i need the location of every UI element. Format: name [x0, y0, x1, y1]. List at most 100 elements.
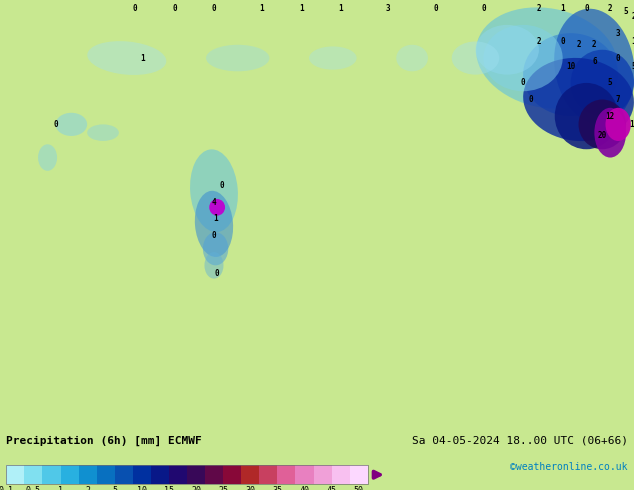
Text: 30: 30 — [245, 487, 256, 490]
Text: 5: 5 — [608, 78, 612, 87]
Bar — [295, 466, 313, 484]
Bar — [332, 466, 349, 484]
Text: 50: 50 — [354, 487, 364, 490]
Ellipse shape — [595, 108, 626, 158]
Bar — [187, 466, 205, 484]
Ellipse shape — [203, 232, 228, 266]
Text: 40: 40 — [299, 487, 309, 490]
Text: 0: 0 — [53, 120, 58, 129]
Text: 2: 2 — [631, 12, 634, 21]
Bar — [42, 466, 60, 484]
Ellipse shape — [554, 9, 634, 124]
Bar — [350, 466, 368, 484]
Ellipse shape — [309, 47, 356, 70]
Ellipse shape — [87, 124, 119, 141]
Bar — [6, 466, 24, 484]
Bar — [24, 466, 42, 484]
Text: 7: 7 — [616, 95, 621, 104]
Bar — [133, 466, 151, 484]
Text: 4: 4 — [212, 198, 216, 207]
Text: 5: 5 — [631, 62, 634, 71]
Ellipse shape — [38, 144, 57, 171]
Ellipse shape — [523, 58, 634, 141]
Ellipse shape — [87, 41, 166, 75]
Bar — [79, 466, 96, 484]
Ellipse shape — [451, 42, 500, 74]
Text: 20: 20 — [191, 487, 201, 490]
Text: 10: 10 — [566, 62, 575, 71]
Text: 1: 1 — [560, 4, 565, 13]
Text: 1: 1 — [213, 215, 218, 223]
Text: 1: 1 — [140, 53, 145, 63]
Ellipse shape — [396, 45, 428, 72]
Bar — [60, 466, 79, 484]
Text: 45: 45 — [327, 487, 337, 490]
Bar — [223, 466, 241, 484]
Ellipse shape — [209, 199, 225, 216]
Text: 0: 0 — [584, 4, 589, 13]
Text: 2: 2 — [608, 4, 612, 13]
Bar — [115, 466, 133, 484]
Text: ©weatheronline.co.uk: ©weatheronline.co.uk — [510, 462, 628, 472]
Text: 2: 2 — [536, 4, 541, 13]
Ellipse shape — [476, 7, 618, 109]
Bar — [96, 466, 115, 484]
Text: 5: 5 — [112, 487, 117, 490]
Text: Precipitation (6h) [mm] ECMWF: Precipitation (6h) [mm] ECMWF — [6, 436, 202, 446]
Text: 15: 15 — [630, 120, 634, 129]
Text: 3: 3 — [386, 4, 391, 13]
Ellipse shape — [205, 252, 224, 279]
Text: 1: 1 — [259, 4, 264, 13]
Ellipse shape — [555, 83, 618, 149]
Text: 0: 0 — [481, 4, 486, 13]
Text: 0: 0 — [434, 4, 438, 13]
Text: 1: 1 — [339, 4, 343, 13]
Text: 0: 0 — [616, 53, 621, 63]
Ellipse shape — [605, 108, 631, 141]
Ellipse shape — [484, 25, 563, 91]
Text: 10: 10 — [137, 487, 147, 490]
Text: 0: 0 — [212, 231, 216, 240]
Text: 5: 5 — [624, 7, 628, 16]
Text: 25: 25 — [218, 487, 228, 490]
Text: 15: 15 — [164, 487, 174, 490]
Bar — [205, 466, 223, 484]
Text: 2: 2 — [576, 40, 581, 49]
Text: 0: 0 — [219, 181, 224, 190]
Text: 2: 2 — [592, 40, 597, 49]
Bar — [313, 466, 332, 484]
Bar — [259, 466, 278, 484]
Text: 1: 1 — [58, 487, 63, 490]
Text: 35: 35 — [273, 487, 282, 490]
Text: 12: 12 — [605, 112, 615, 121]
Bar — [278, 466, 295, 484]
Text: 1: 1 — [631, 37, 634, 46]
Text: 0: 0 — [172, 4, 177, 13]
Bar — [169, 466, 187, 484]
Ellipse shape — [523, 33, 618, 116]
Ellipse shape — [55, 113, 87, 136]
Text: 1: 1 — [299, 4, 304, 13]
Text: 0: 0 — [560, 37, 565, 46]
Text: 0: 0 — [529, 95, 533, 104]
Text: 20: 20 — [598, 131, 607, 141]
Bar — [241, 466, 259, 484]
Ellipse shape — [195, 191, 233, 257]
Text: 3: 3 — [616, 29, 621, 38]
Text: 0: 0 — [133, 4, 137, 13]
Text: 2: 2 — [85, 487, 90, 490]
Ellipse shape — [579, 99, 626, 149]
Bar — [6, 466, 368, 484]
Text: 6: 6 — [592, 57, 597, 66]
Ellipse shape — [571, 50, 634, 116]
Text: 2: 2 — [536, 37, 541, 46]
Text: 0.5: 0.5 — [26, 487, 41, 490]
Text: 0.1: 0.1 — [0, 487, 14, 490]
Text: 0: 0 — [212, 4, 216, 13]
Bar — [151, 466, 169, 484]
Ellipse shape — [476, 25, 539, 74]
Text: 0: 0 — [215, 269, 219, 278]
Ellipse shape — [190, 149, 238, 232]
Ellipse shape — [206, 45, 269, 72]
Text: 0: 0 — [521, 78, 526, 87]
